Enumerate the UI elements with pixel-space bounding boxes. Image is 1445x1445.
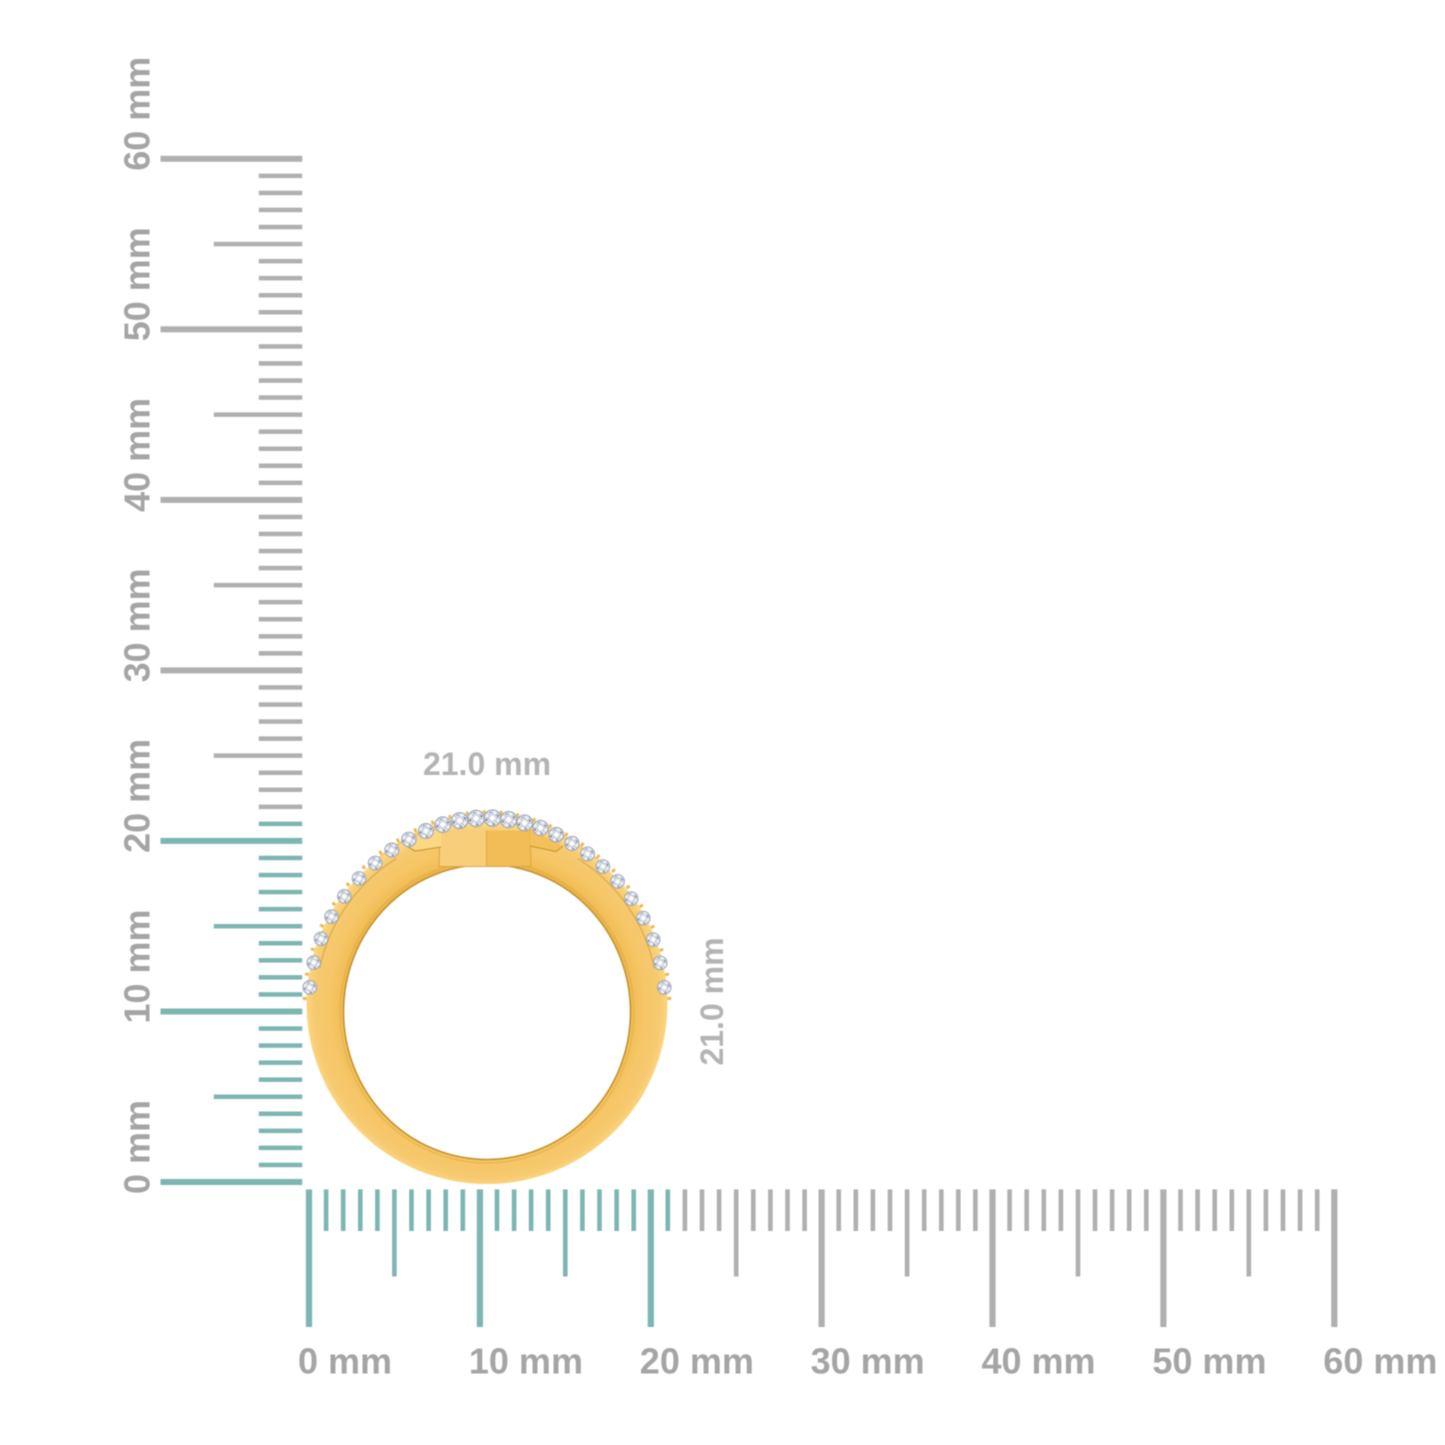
svg-text:40 mm: 40 mm (117, 398, 158, 512)
svg-text:40 mm: 40 mm (982, 1341, 1096, 1382)
svg-text:10 mm: 10 mm (469, 1341, 583, 1382)
svg-text:0 mm: 0 mm (298, 1341, 392, 1382)
svg-text:10 mm: 10 mm (117, 909, 158, 1023)
svg-text:21.0 mm: 21.0 mm (694, 937, 730, 1065)
svg-text:50 mm: 50 mm (1152, 1341, 1266, 1382)
svg-text:50 mm: 50 mm (117, 227, 158, 341)
svg-text:20 mm: 20 mm (117, 739, 158, 853)
svg-text:60 mm: 60 mm (117, 57, 158, 171)
svg-text:60 mm: 60 mm (1323, 1341, 1437, 1382)
svg-text:0 mm: 0 mm (117, 1100, 158, 1194)
svg-text:21.0 mm: 21.0 mm (423, 746, 551, 782)
svg-text:30 mm: 30 mm (811, 1341, 925, 1382)
svg-text:30 mm: 30 mm (117, 568, 158, 682)
svg-text:20 mm: 20 mm (640, 1341, 754, 1382)
